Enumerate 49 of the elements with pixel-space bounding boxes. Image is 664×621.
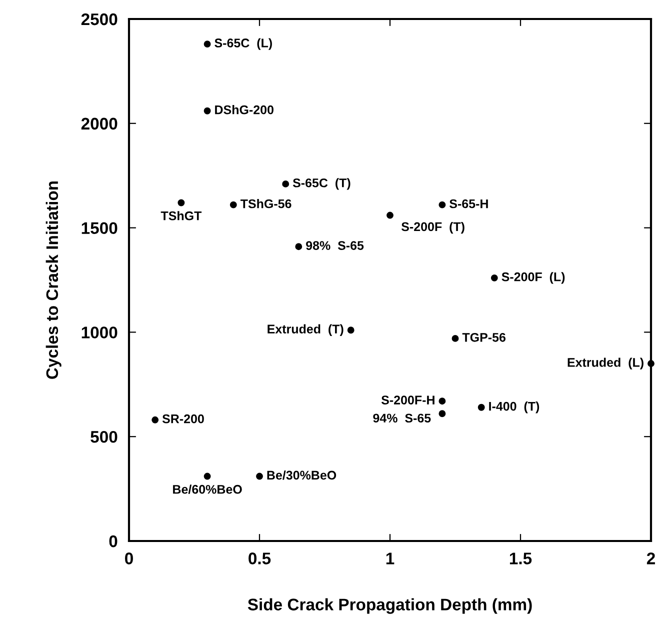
- annotation: S-200F-H: [381, 396, 434, 404]
- y-tick-label: 2000: [81, 118, 118, 130]
- y-tick-label: 0: [109, 535, 118, 548]
- y-axis-title: Cycles to Crack Initiation: [46, 181, 62, 379]
- x-tick-label: 1.5: [510, 552, 532, 564]
- point: [490, 274, 498, 282]
- x-axis-title: Side Crack Propagation Depth (mm): [248, 598, 532, 614]
- point: [204, 107, 211, 114]
- annotation: I-400 (T): [489, 402, 540, 414]
- annotation: Extruded (L): [568, 358, 644, 370]
- y-tick-label: 500: [90, 431, 118, 443]
- annotation: Be/60%BeO: [173, 484, 242, 494]
- y-tick-label: 1500: [82, 222, 118, 234]
- point: [452, 334, 459, 342]
- annotation: S-65C (L): [214, 38, 272, 50]
- point: [256, 472, 263, 480]
- point: [386, 212, 394, 219]
- y-tick-label: 2500: [81, 13, 118, 26]
- point: [438, 201, 446, 208]
- annotation: 98% S-65: [306, 241, 364, 250]
- point: [178, 199, 185, 206]
- x-tick-label: 0: [125, 552, 133, 564]
- annotation: DShG-200: [215, 105, 274, 114]
- point: [204, 40, 211, 48]
- x-tick-label: 1: [386, 552, 394, 564]
- y-tick-label: 1000: [82, 326, 118, 338]
- annotation: 94% S-65: [373, 414, 431, 423]
- annotation: S-200F (L): [502, 272, 565, 284]
- annotation: TGP-56: [462, 332, 506, 342]
- annotation: TShGT: [160, 211, 202, 220]
- annotation: Be/30%BeO: [267, 470, 336, 480]
- point: [648, 360, 654, 367]
- x-tick-label: 2: [646, 552, 655, 564]
- point: [295, 243, 302, 250]
- point: [152, 416, 159, 424]
- point: [204, 472, 211, 480]
- annotation: Extruded (T): [268, 324, 344, 336]
- annotation: S-65C (T): [292, 178, 350, 190]
- point: [282, 180, 290, 188]
- point: [438, 410, 446, 418]
- annotation: S-200F (T): [401, 222, 464, 234]
- point: [230, 201, 237, 208]
- point: [347, 326, 354, 334]
- annotation: SR-200: [162, 414, 204, 424]
- annotation: S-65-H: [450, 199, 488, 208]
- x-tick-label: 0.5: [248, 552, 271, 564]
- point: [438, 398, 446, 405]
- point: [478, 404, 485, 411]
- annotation: TShG-56: [240, 199, 292, 208]
